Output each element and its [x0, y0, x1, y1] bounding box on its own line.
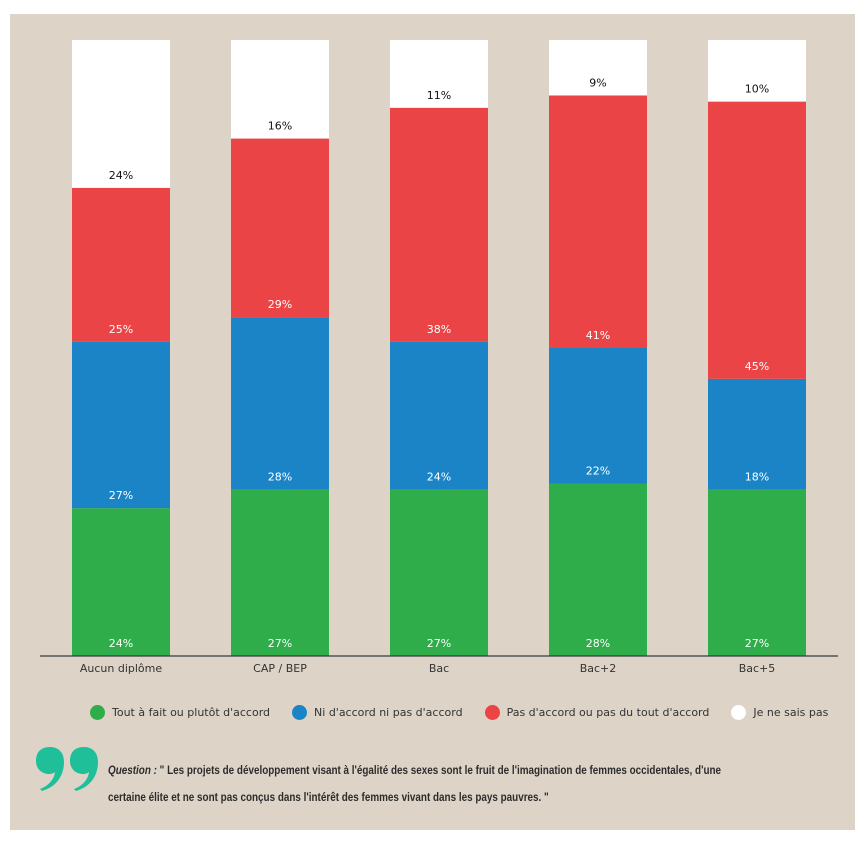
legend-label: Pas d'accord ou pas du tout d'accord — [506, 705, 710, 719]
bar-cap-bep-pas-d-accord-ou-pas-du-tout-d-accord — [231, 138, 329, 318]
legend-item-je-ne-sais-pas: Je ne sais pas — [731, 704, 829, 720]
bar-aucun-diplome-ni-d-accord-ni-pas-d-accord — [72, 341, 170, 509]
data-label-bac-pas-d-accord-ou-pas-du-tout-d-accord: 38% — [427, 323, 451, 336]
quote-mark-icon — [36, 747, 98, 791]
bar-bac-2-je-ne-sais-pas — [549, 40, 647, 96]
bar-bac-2-ni-d-accord-ni-pas-d-accord — [549, 348, 647, 484]
data-label-bac-5-ni-d-accord-ni-pas-d-accord: 18% — [745, 471, 769, 484]
legend-swatch — [731, 704, 747, 720]
question-body: " Les projets de développement visant à … — [108, 765, 722, 804]
x-tick-label-bac: Bac — [429, 662, 449, 675]
data-label-bac-5-tout-a-fait-ou-plutot-d-accord: 27% — [745, 637, 769, 650]
bar-cap-bep-je-ne-sais-pas — [231, 40, 329, 139]
legend-label: Ni d'accord ni pas d'accord — [314, 705, 463, 719]
data-label-bac-2-je-ne-sais-pas: 9% — [589, 76, 606, 89]
legend-label: Je ne sais pas — [753, 705, 829, 719]
data-label-cap-bep-tout-a-fait-ou-plutot-d-accord: 27% — [268, 637, 292, 650]
data-label-bac-2-pas-d-accord-ou-pas-du-tout-d-accord: 41% — [586, 329, 610, 342]
data-label-bac-ni-d-accord-ni-pas-d-accord: 24% — [427, 471, 451, 484]
bar-aucun-diplome-je-ne-sais-pas — [72, 40, 170, 188]
bar-bac-2-pas-d-accord-ou-pas-du-tout-d-accord — [549, 95, 647, 348]
bar-cap-bep-tout-a-fait-ou-plutot-d-accord — [231, 489, 329, 656]
data-label-bac-tout-a-fait-ou-plutot-d-accord: 27% — [427, 637, 451, 650]
legend-item-tout-a-fait-ou-plutot-d-accord: Tout à fait ou plutôt d'accord — [90, 704, 271, 720]
bar-bac-5-pas-d-accord-ou-pas-du-tout-d-accord — [708, 101, 806, 379]
data-label-cap-bep-ni-d-accord-ni-pas-d-accord: 28% — [268, 471, 292, 484]
data-label-aucun-diplome-tout-a-fait-ou-plutot-d-accord: 24% — [109, 637, 133, 650]
x-tick-label-cap-bep: CAP / BEP — [253, 662, 307, 675]
bar-bac-je-ne-sais-pas — [390, 40, 488, 108]
data-label-bac-5-pas-d-accord-ou-pas-du-tout-d-accord: 45% — [745, 360, 769, 373]
data-label-bac-2-tout-a-fait-ou-plutot-d-accord: 28% — [586, 637, 610, 650]
legend-item-pas-d-accord-ou-pas-du-tout-d-accord: Pas d'accord ou pas du tout d'accord — [484, 704, 710, 720]
question-text: Question : " Les projets de développemen… — [108, 758, 753, 812]
data-label-aucun-diplome-je-ne-sais-pas: 24% — [109, 169, 133, 182]
legend-label: Tout à fait ou plutôt d'accord — [112, 705, 271, 719]
x-tick-label-bac-5: Bac+5 — [739, 662, 776, 675]
stacked-bar-chart: 24% 27% 25% 24% Aucun diplôme 27% 28% 29% 16% CAP… — [40, 40, 838, 675]
data-label-aucun-diplome-pas-d-accord-ou-pas-du-tout-d-accord: 25% — [109, 323, 133, 336]
bar-cap-bep-ni-d-accord-ni-pas-d-accord — [231, 317, 329, 490]
legend-item-ni-d-accord-ni-pas-d-accord: Ni d'accord ni pas d'accord — [292, 704, 463, 720]
x-tick-label-bac-2: Bac+2 — [580, 662, 617, 675]
data-label-aucun-diplome-ni-d-accord-ni-pas-d-accord: 27% — [109, 489, 133, 502]
chart-legend: Tout à fait ou plutôt d'accord Ni d'accor… — [90, 703, 828, 721]
bar-bac-5-tout-a-fait-ou-plutot-d-accord — [708, 489, 806, 656]
bar-aucun-diplome-pas-d-accord-ou-pas-du-tout-d-accord — [72, 187, 170, 342]
data-label-cap-bep-je-ne-sais-pas: 16% — [268, 120, 292, 133]
legend-swatch — [292, 704, 308, 720]
data-label-cap-bep-pas-d-accord-ou-pas-du-tout-d-accord: 29% — [268, 298, 292, 311]
data-label-bac-2-ni-d-accord-ni-pas-d-accord: 22% — [586, 465, 610, 478]
bar-bac-2-tout-a-fait-ou-plutot-d-accord — [549, 483, 647, 656]
bar-bac-5-ni-d-accord-ni-pas-d-accord — [708, 378, 806, 490]
bar-bac-5-je-ne-sais-pas — [708, 40, 806, 102]
data-label-bac-5-je-ne-sais-pas: 10% — [745, 83, 769, 96]
x-tick-label-aucun-diplome: Aucun diplôme — [80, 662, 163, 675]
bar-bac-tout-a-fait-ou-plutot-d-accord — [390, 489, 488, 656]
question-prefix: Question : — [108, 765, 157, 777]
bar-aucun-diplome-tout-a-fait-ou-plutot-d-accord — [72, 508, 170, 656]
data-label-bac-je-ne-sais-pas: 11% — [427, 89, 451, 102]
legend-swatch — [484, 704, 500, 720]
bar-bac-ni-d-accord-ni-pas-d-accord — [390, 341, 488, 490]
bar-bac-pas-d-accord-ou-pas-du-tout-d-accord — [390, 107, 488, 342]
legend-swatch — [90, 704, 105, 720]
